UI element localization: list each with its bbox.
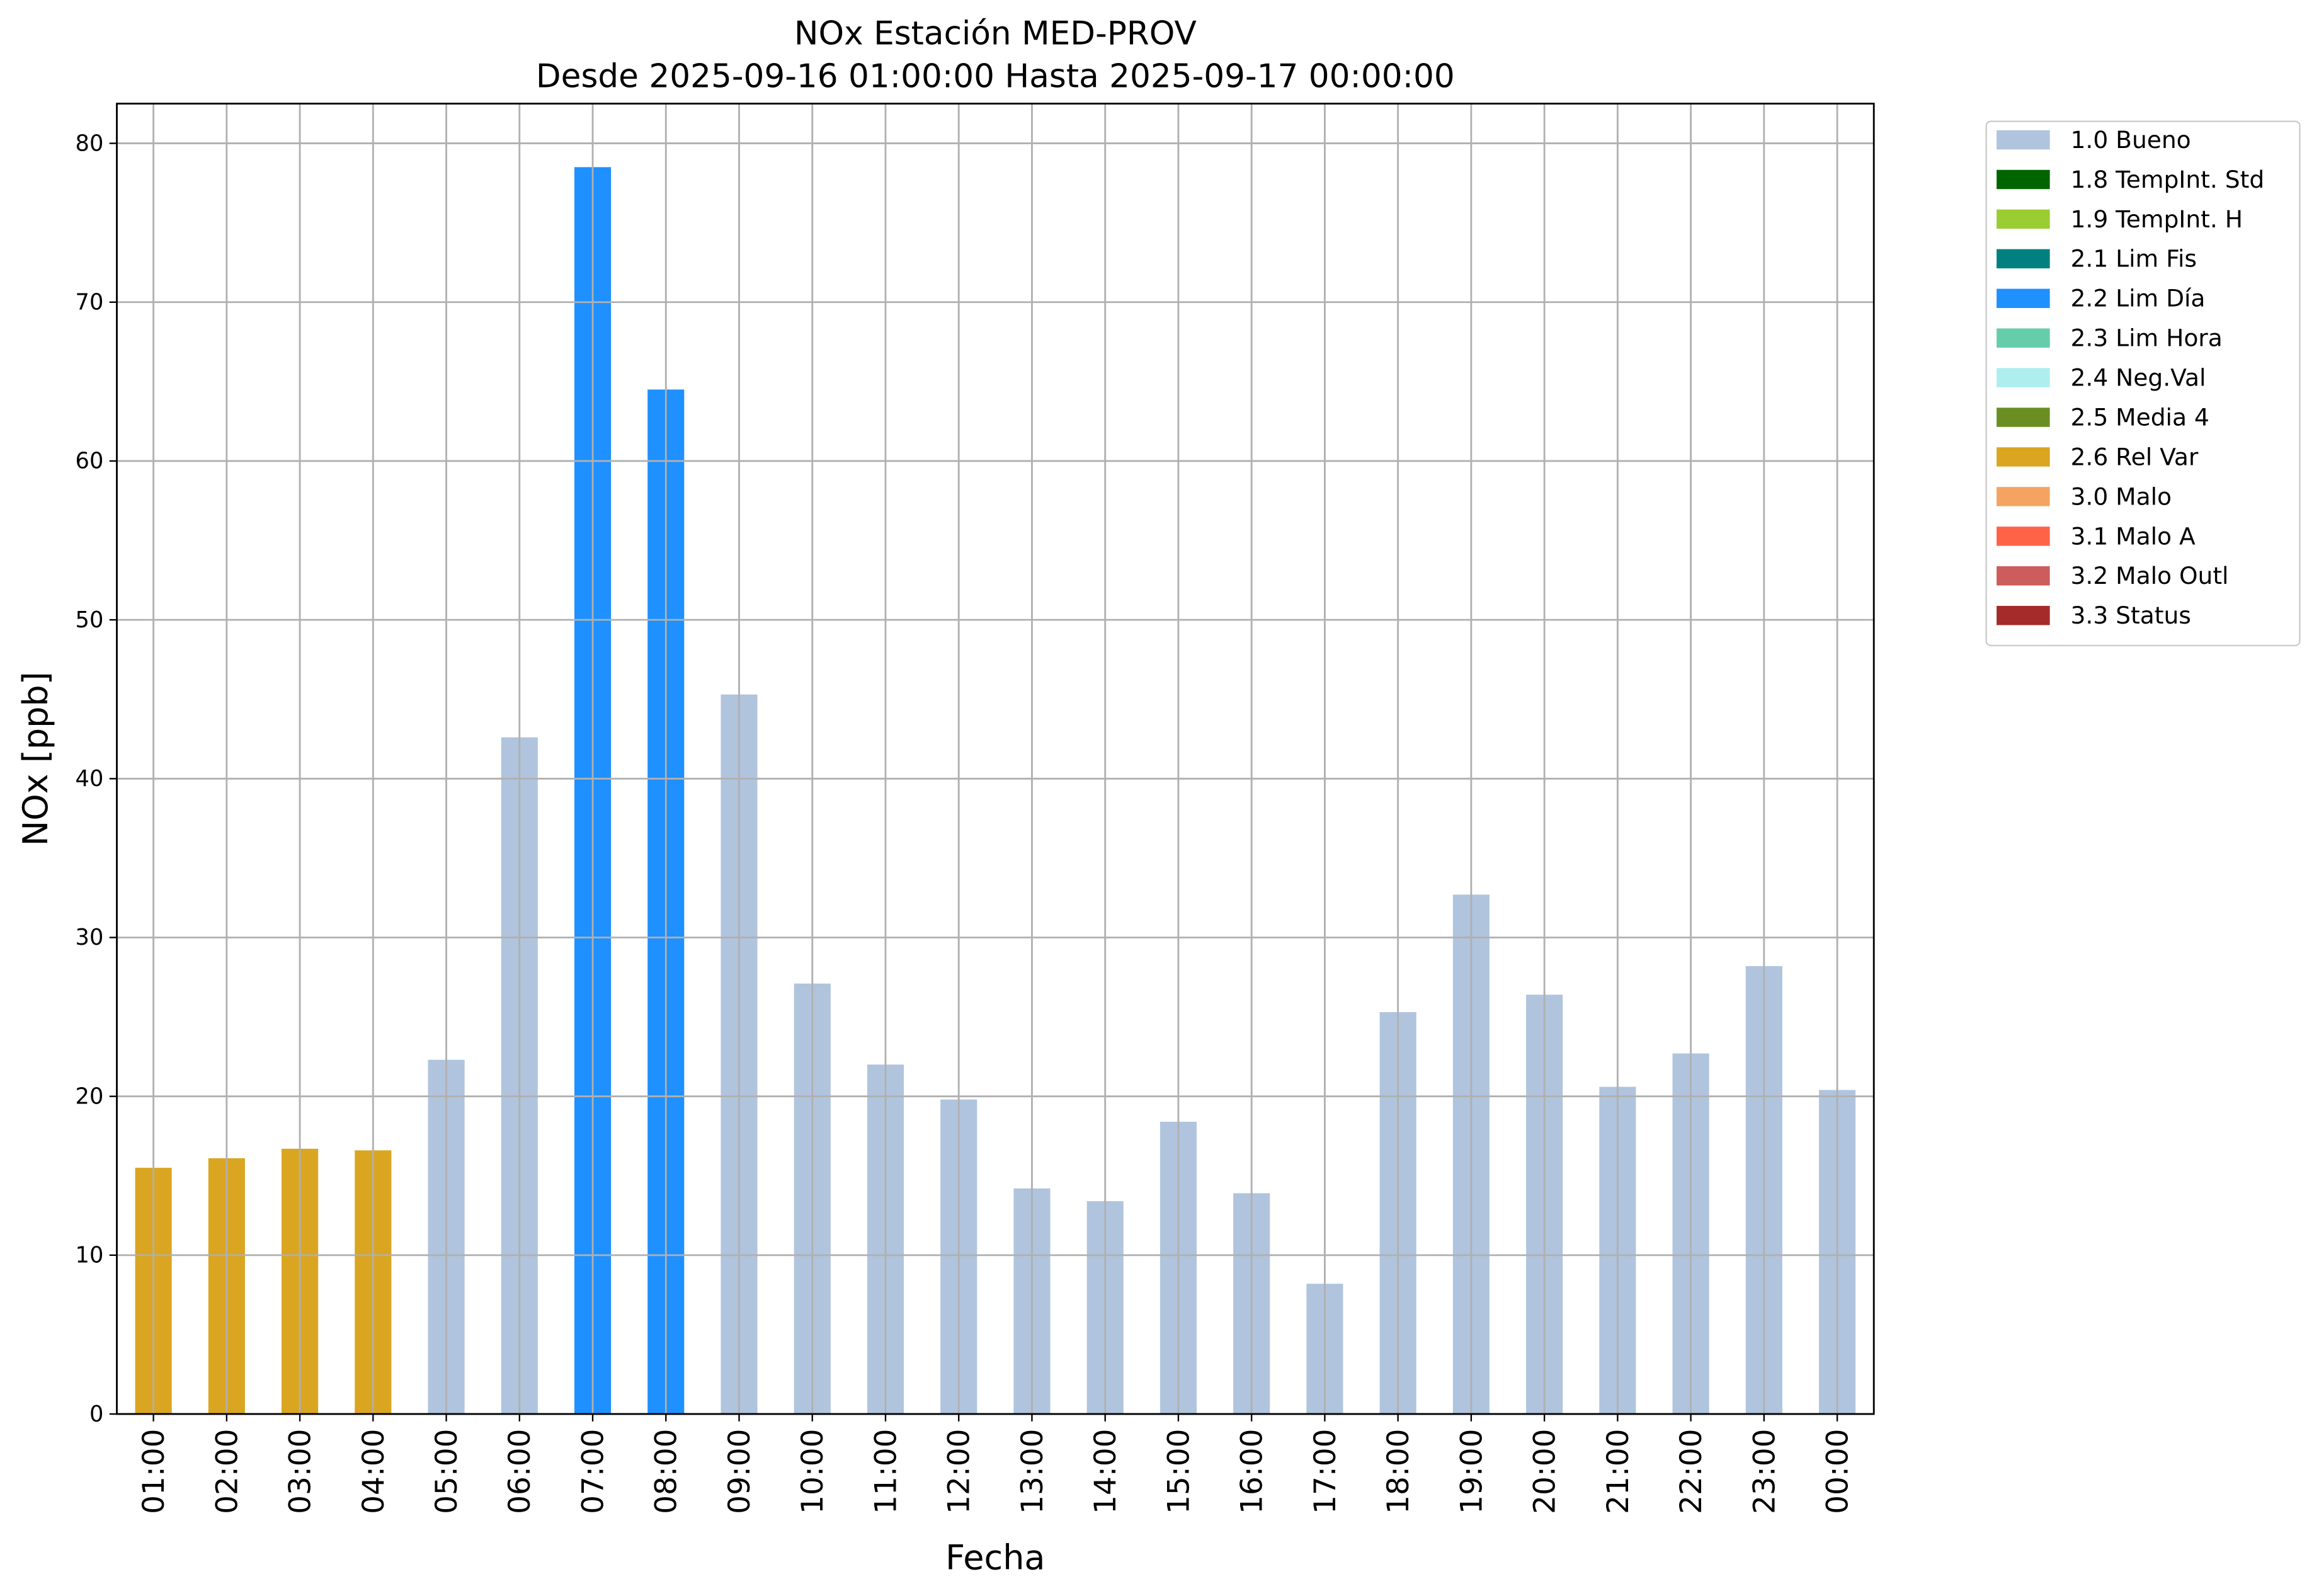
y-tick-label: 10: [76, 1243, 104, 1268]
x-tick-label: 07:00: [576, 1429, 610, 1514]
legend-label: 1.0 Bueno: [2071, 126, 2191, 154]
legend-swatch: [1997, 209, 2050, 229]
x-tick-label: 03:00: [283, 1429, 318, 1514]
x-tick-label: 16:00: [1235, 1429, 1270, 1514]
y-tick-label: 0: [89, 1401, 103, 1427]
legend-swatch: [1997, 408, 2050, 427]
x-tick-label: 10:00: [795, 1429, 830, 1514]
x-tick-label: 19:00: [1454, 1429, 1489, 1514]
x-tick-label: 11:00: [869, 1429, 903, 1514]
legend-swatch: [1997, 130, 2050, 150]
legend-swatch: [1997, 288, 2050, 309]
legend-swatch: [1997, 169, 2050, 190]
y-tick-label: 20: [76, 1083, 104, 1109]
y-tick-label: 30: [76, 925, 104, 950]
legend-label: 2.4 Neg.Val: [2071, 364, 2206, 392]
legend-label: 1.8 TempInt. Std: [2071, 166, 2265, 193]
x-tick-label: 06:00: [503, 1429, 537, 1514]
x-tick-label: 04:00: [356, 1429, 391, 1514]
legend-label: 3.1 Malo A: [2071, 522, 2196, 550]
y-tick-label: 40: [76, 766, 104, 792]
x-tick-label: 13:00: [1015, 1429, 1050, 1514]
x-tick-label: 14:00: [1088, 1429, 1123, 1514]
x-tick-label: 01:00: [137, 1429, 171, 1514]
y-tick-label: 70: [76, 289, 104, 315]
chart-title: NOx Estación MED-PROV: [794, 15, 1197, 53]
y-tick-label: 60: [76, 448, 104, 474]
x-tick-label: 22:00: [1674, 1429, 1709, 1514]
legend-label: 2.2 Lim Día: [2071, 285, 2206, 312]
legend-swatch: [1997, 605, 2050, 625]
legend-label: 2.6 Rel Var: [2071, 443, 2199, 470]
legend-label: 3.0 Malo: [2071, 482, 2172, 510]
legend-swatch: [1997, 527, 2050, 546]
x-tick-label: 00:00: [1821, 1429, 1855, 1514]
x-tick-label: 20:00: [1528, 1429, 1563, 1514]
legend-label: 3.3 Status: [2071, 601, 2191, 629]
x-tick-label: 05:00: [430, 1429, 464, 1514]
legend-label: 3.2 Malo Outl: [2071, 562, 2229, 590]
y-axis-label: NOx [ppb]: [16, 671, 55, 846]
legend-label: 2.1 Lim Fis: [2071, 245, 2197, 273]
chart-subtitle: Desde 2025-09-16 01:00:00 Hasta 2025-09-…: [536, 58, 1455, 96]
x-tick-label: 02:00: [210, 1429, 244, 1514]
x-tick-label: 12:00: [942, 1429, 977, 1514]
legend-label: 1.9 TempInt. H: [2071, 205, 2243, 233]
x-tick-label: 18:00: [1381, 1429, 1416, 1514]
legend-swatch: [1997, 447, 2050, 467]
legend-label: 2.5 Media 4: [2071, 403, 2209, 431]
legend-swatch: [1997, 566, 2050, 586]
legend-box: [1985, 120, 2301, 647]
x-tick-label: 15:00: [1161, 1429, 1196, 1514]
x-tick-label: 23:00: [1747, 1429, 1782, 1514]
y-tick-label: 80: [76, 130, 104, 156]
x-tick-label: 17:00: [1308, 1429, 1343, 1514]
x-axis-label: Fecha: [945, 1538, 1045, 1578]
plot-frame: [116, 103, 1875, 1415]
legend-swatch: [1997, 249, 2050, 269]
x-tick-label: 21:00: [1601, 1429, 1636, 1514]
legend-swatch: [1997, 328, 2050, 348]
x-tick-label: 09:00: [722, 1429, 757, 1514]
legend-label: 2.3 Lim Hora: [2071, 324, 2223, 352]
y-tick-label: 50: [76, 607, 104, 633]
x-tick-label: 08:00: [649, 1429, 684, 1514]
legend-swatch: [1997, 487, 2050, 506]
legend-swatch: [1997, 368, 2050, 387]
